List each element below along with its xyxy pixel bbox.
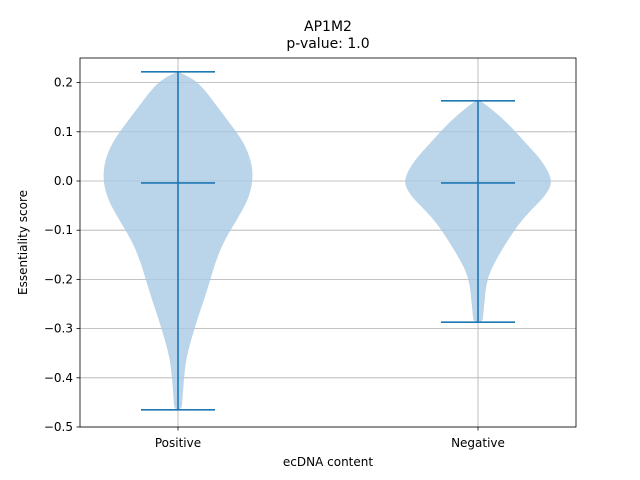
y-tick-label: −0.3 [44,322,73,336]
axis-ticks: −0.5 −0.4 −0.3 −0.2 −0.1 0.0 0.1 0.2 Positive Neg… [44,76,505,450]
chart-title: AP1M2 [304,19,352,35]
y-tick-label: 0.0 [54,174,73,188]
y-tick-label: −0.2 [44,272,73,286]
violins [103,70,551,411]
y-tick-label: 0.2 [54,76,73,90]
y-axis-label: Essentiality score [16,190,30,295]
x-tick-label: Negative [451,436,505,450]
y-tick-label: −0.4 [44,371,73,385]
y-tick-label: 0.1 [54,125,73,139]
chart-subtitle: p-value: 1.0 [286,36,369,52]
y-tick-label: −0.5 [44,420,73,434]
plot-frame [79,57,577,428]
x-axis-label: ecDNA content [283,455,373,469]
y-tick-label: −0.1 [44,223,73,237]
x-tick-label: Positive [155,436,201,450]
